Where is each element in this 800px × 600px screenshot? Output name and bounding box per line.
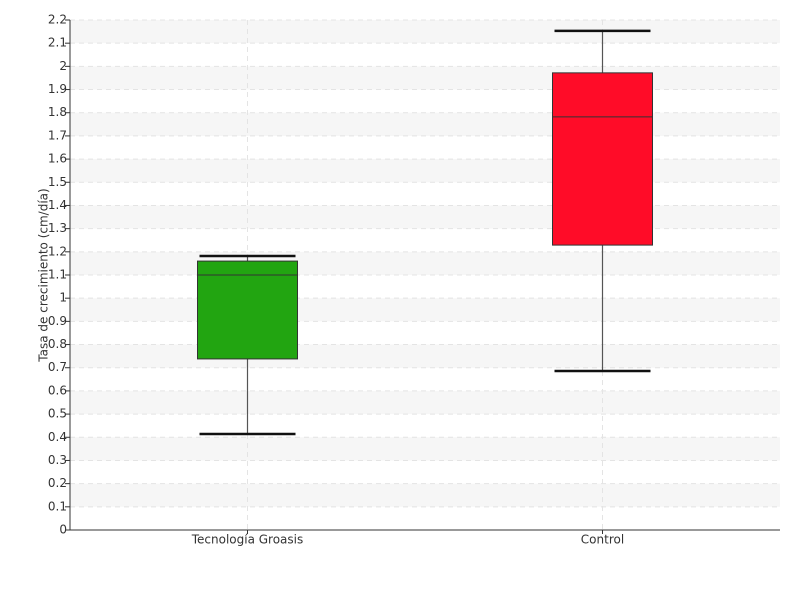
grid-band bbox=[70, 390, 780, 415]
y-tick-label: 2 bbox=[59, 59, 67, 73]
y-tick-label: 0.2 bbox=[48, 476, 67, 490]
y-tick-label: 0.9 bbox=[48, 314, 67, 328]
grid-band bbox=[70, 251, 780, 275]
grid-band bbox=[70, 112, 780, 136]
y-tick-label: 1.3 bbox=[48, 221, 67, 235]
y-tick-label: 0 bbox=[59, 523, 67, 537]
grid-band bbox=[70, 159, 780, 183]
y-tick-label: 0.7 bbox=[48, 360, 67, 374]
y-tick-label: 0.4 bbox=[48, 430, 67, 444]
y-tick-label: 1.8 bbox=[48, 105, 67, 119]
y-tick-label: 1.6 bbox=[48, 152, 67, 166]
grid-band bbox=[70, 66, 780, 90]
y-tick-label: 1.5 bbox=[48, 175, 67, 189]
y-tick-label: 1.7 bbox=[48, 128, 67, 142]
y-tick-label: 1.1 bbox=[48, 268, 67, 282]
box bbox=[197, 260, 298, 360]
grid-band bbox=[70, 437, 780, 461]
y-tick-label: 2.1 bbox=[48, 36, 67, 50]
grid-band bbox=[70, 483, 780, 507]
y-tick-label: 0.1 bbox=[48, 499, 67, 513]
grid-band bbox=[70, 344, 780, 368]
y-tick-label: 0.6 bbox=[48, 383, 67, 397]
y-tick-label: 0.5 bbox=[48, 407, 67, 421]
y-tick-label: 1.2 bbox=[48, 244, 67, 258]
box bbox=[552, 72, 653, 246]
x-tick-label: Tecnología Groasis bbox=[191, 533, 304, 547]
y-tick-label: 1.9 bbox=[48, 82, 67, 96]
y-tick-label: 1 bbox=[59, 291, 67, 305]
y-tick-label: 0.3 bbox=[48, 453, 67, 467]
y-tick-label: 2.2 bbox=[48, 13, 67, 27]
y-tick-label: 0.8 bbox=[48, 337, 67, 351]
y-tick-label: 1.4 bbox=[48, 198, 67, 212]
y-axis-label: Tasa de crecimiento (cm/día) bbox=[37, 188, 51, 362]
grid-band bbox=[70, 298, 780, 322]
grid-band bbox=[70, 20, 780, 44]
x-tick-label: Control bbox=[581, 533, 624, 547]
grid-band bbox=[70, 205, 780, 229]
